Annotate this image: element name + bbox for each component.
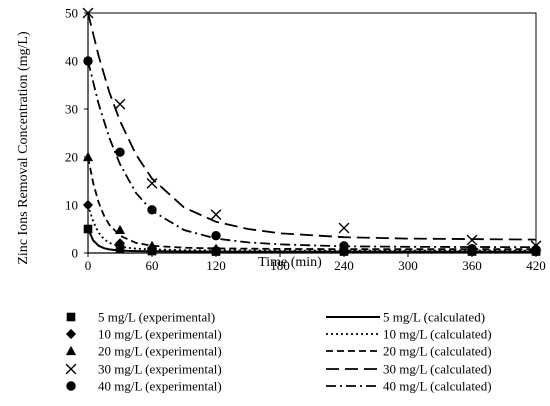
x-tick-label: 360 (462, 258, 482, 273)
x-tick-label: 420 (526, 258, 546, 273)
legend-label-exp-2: 10 mg/L (experimental) (98, 327, 222, 342)
experimental-point-s5 (467, 243, 477, 254)
y-tick-label: 50 (65, 6, 78, 21)
legend-label-calc-2: 10 mg/L (calculated) (383, 327, 492, 342)
legend-label-exp-4: 30 mg/L (experimental) (98, 362, 222, 377)
y-tick-label: 20 (65, 150, 78, 165)
calculated-line-4 (87, 12, 537, 241)
experimental-point-s5 (211, 231, 221, 241)
legend-label-calc-1: 5 mg/L (calculated) (383, 310, 485, 325)
experimental-point-s3 (146, 240, 158, 250)
experimental-point-s4 (210, 209, 222, 220)
experimental-point-s3 (210, 243, 222, 253)
x-tick-label: 300 (398, 258, 418, 273)
legend: 5 mg/L (experimental) 10 mg/L (experiment… (65, 310, 492, 394)
experimental-point-s5 (115, 147, 125, 157)
experimental-point-s4 (466, 234, 478, 246)
y-tick-label: 40 (65, 54, 78, 69)
legend-marker-exp-1 (66, 312, 76, 322)
y-tick-label: 30 (65, 102, 78, 117)
experimental-point-s4 (114, 98, 126, 110)
legend-label-calc-3: 20 mg/L (calculated) (383, 344, 492, 359)
y-axis-title: Zinc Ions Removal Concentration (mg/L) (16, 31, 31, 265)
legend-marker-exp-4 (65, 363, 77, 375)
legend-marker-exp-5 (66, 381, 76, 391)
experimental-point-s5 (531, 244, 541, 255)
experimental-point-s4 (338, 222, 350, 234)
legend-label-exp-1: 5 mg/L (experimental) (98, 310, 215, 325)
experimental-point-s5 (147, 205, 157, 215)
plot-area-border (87, 12, 537, 254)
experimental-point-s3 (114, 224, 126, 235)
y-tick-label: 0 (72, 246, 79, 261)
legend-label-exp-3: 20 mg/L (experimental) (98, 344, 222, 359)
legend-label-calc-5: 40 mg/L (calculated) (383, 379, 492, 394)
legend-label-exp-5: 40 mg/L (experimental) (98, 379, 222, 394)
y-tick-label: 10 (65, 198, 78, 213)
x-tick-label: 180 (270, 258, 290, 273)
x-axis-title: Time (min) (258, 255, 322, 270)
experimental-point-s2 (114, 238, 126, 249)
experimental-point-s4 (146, 178, 158, 189)
legend-label-calc-4: 30 mg/L (calculated) (383, 362, 492, 377)
x-tick-label: 120 (206, 258, 226, 273)
experimental-point-s1 (115, 244, 125, 254)
calculated-line-3 (87, 156, 536, 251)
calculated-line-5 (87, 60, 537, 249)
legend-marker-exp-3 (65, 345, 77, 356)
x-tick-label: 0 (85, 258, 92, 273)
x-tick-label: 60 (146, 258, 159, 273)
experimental-point-s5 (339, 241, 349, 251)
legend-marker-exp-2 (65, 328, 77, 340)
x-tick-label: 240 (334, 258, 354, 273)
